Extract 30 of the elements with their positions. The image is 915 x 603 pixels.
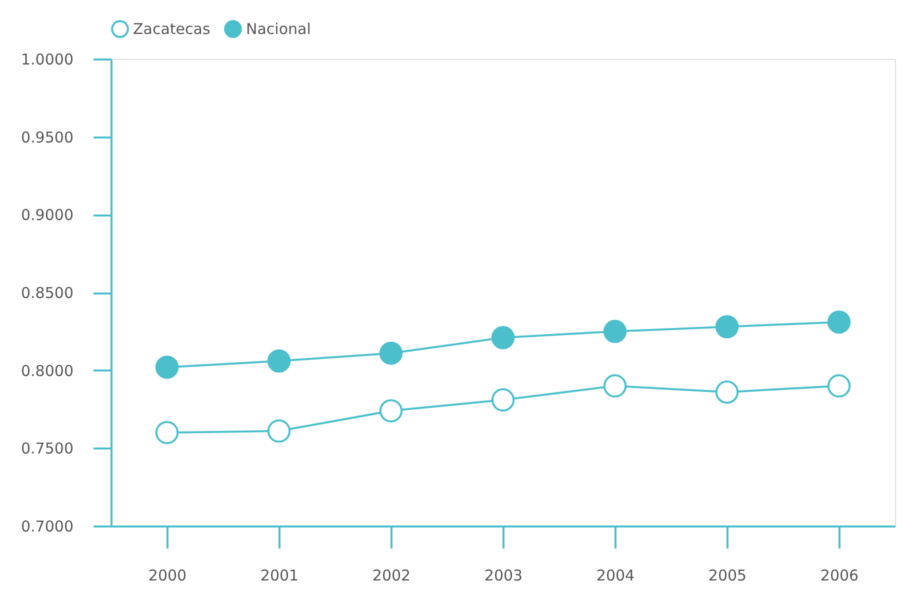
x-tick-label: 2003 [484,566,523,584]
y-tick-label: 0.9000 [21,206,74,224]
point [715,380,739,404]
point [155,421,179,444]
point [491,326,515,350]
point [491,388,515,412]
point [267,349,291,373]
y-tick-label: 0.8000 [21,362,74,380]
legend-label: Nacional [246,20,311,38]
point [155,356,179,379]
y-tick-label: 1.0000 [21,50,74,68]
y-tick-label: 0.7000 [21,518,74,536]
y-tick-label: 0.8500 [21,284,74,302]
point [827,374,851,398]
y-tick-label: 0.7500 [21,440,74,458]
point [267,419,291,443]
x-tick-label: 2001 [260,566,299,584]
point [827,310,851,334]
x-tick-label: 2000 [148,566,187,584]
point [379,399,403,422]
x-tick-label: 2006 [820,566,859,584]
y-tick-label: 0.9500 [21,128,74,146]
point [603,320,627,344]
point [379,342,403,365]
point [603,374,627,398]
point [715,315,739,338]
x-tick-label: 2005 [708,566,747,584]
x-tick-label: 2004 [596,566,635,584]
x-tick-label: 2002 [372,566,411,584]
legend-label: Zacatecas [133,20,210,38]
